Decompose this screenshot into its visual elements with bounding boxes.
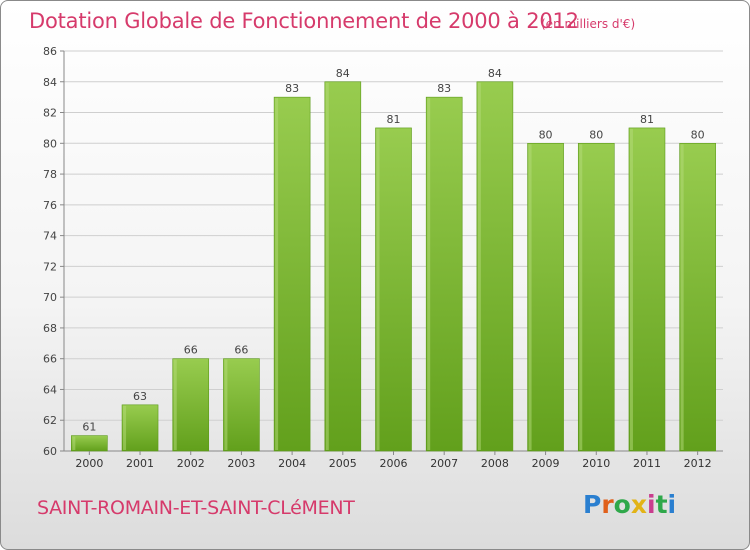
- data-label: 80: [539, 128, 553, 141]
- bar-2004: [273, 96, 311, 452]
- x-tick-label: 2001: [126, 457, 154, 470]
- bar-highlight: [579, 144, 583, 451]
- bar-2000: [71, 435, 108, 452]
- logo-letter: i: [667, 490, 677, 519]
- data-label: 80: [691, 128, 705, 141]
- bar-highlight: [629, 128, 633, 450]
- bar-highlight: [528, 144, 532, 451]
- bar-2001: [121, 404, 159, 452]
- x-tick-label: 2012: [684, 457, 712, 470]
- logo-letter: x: [630, 490, 647, 519]
- x-tick-label: 2010: [582, 457, 610, 470]
- bar-highlight: [680, 144, 684, 451]
- logo-letter: r: [601, 490, 614, 519]
- y-tick-label: 84: [43, 76, 57, 89]
- y-tick-label: 80: [43, 137, 57, 150]
- bar-highlight: [275, 98, 279, 451]
- data-label: 83: [437, 82, 451, 95]
- data-label: 81: [387, 113, 401, 126]
- y-tick-label: 78: [43, 168, 57, 181]
- bar-2009: [527, 143, 564, 452]
- x-tick-label: 2005: [329, 457, 357, 470]
- y-tick-label: 86: [43, 45, 57, 58]
- x-tick-label: 2011: [633, 457, 661, 470]
- bar-2012: [679, 143, 716, 452]
- data-label: 61: [82, 421, 96, 434]
- logo-letter: i: [647, 490, 656, 519]
- y-tick-label: 74: [43, 230, 57, 243]
- data-label: 84: [488, 67, 502, 80]
- bar-2007: [425, 96, 463, 452]
- commune-name: SAINT-ROMAIN-ET-SAINT-CLéMENT: [37, 497, 355, 519]
- y-tick-label: 64: [43, 383, 57, 396]
- chart-subtitle: (en milliers d'€): [541, 17, 636, 31]
- data-label: 66: [184, 344, 198, 357]
- logo-letter: P: [583, 490, 602, 519]
- y-tick-label: 72: [43, 260, 57, 273]
- bar-highlight: [325, 82, 329, 451]
- y-tick-label: 82: [43, 107, 57, 120]
- y-tick-label: 68: [43, 322, 57, 335]
- bar-highlight: [427, 98, 431, 451]
- x-tick-label: 2004: [278, 457, 306, 470]
- bar-2005: [324, 81, 362, 452]
- bar-highlight: [72, 436, 76, 450]
- bar-highlight: [376, 128, 380, 450]
- bar-highlight: [173, 359, 177, 450]
- data-label: 84: [336, 67, 350, 80]
- x-tick-label: 2003: [227, 457, 255, 470]
- x-tick-label: 2008: [481, 457, 509, 470]
- data-label: 80: [589, 128, 603, 141]
- y-tick-label: 76: [43, 199, 57, 212]
- x-tick-label: 2006: [380, 457, 408, 470]
- x-tick-label: 2002: [177, 457, 205, 470]
- y-tick-label: 70: [43, 291, 57, 304]
- bar-2006: [375, 127, 412, 452]
- bar-2002: [172, 358, 210, 452]
- y-tick-label: 62: [43, 414, 57, 427]
- data-label: 63: [133, 390, 147, 403]
- bar-2011: [628, 127, 666, 452]
- y-tick-label: 66: [43, 353, 57, 366]
- chart-title: Dotation Globale de Fonctionnement de 20…: [29, 9, 579, 33]
- x-tick-label: 2009: [532, 457, 560, 470]
- data-label: 66: [234, 344, 248, 357]
- bar-2008: [476, 81, 514, 452]
- bar-highlight: [123, 405, 127, 450]
- bar-highlight: [477, 82, 481, 451]
- x-tick-label: 2000: [75, 457, 103, 470]
- data-label: 83: [285, 82, 299, 95]
- bar-2003: [223, 358, 260, 452]
- proxiti-logo[interactable]: Proxiti: [583, 490, 676, 519]
- y-tick-label: 60: [43, 445, 57, 458]
- bar-2010: [577, 143, 615, 452]
- logo-letter: o: [613, 490, 631, 519]
- x-tick-label: 2007: [430, 457, 458, 470]
- logo-letter: t: [655, 490, 668, 519]
- bar-highlight: [224, 359, 228, 450]
- data-label: 81: [640, 113, 654, 126]
